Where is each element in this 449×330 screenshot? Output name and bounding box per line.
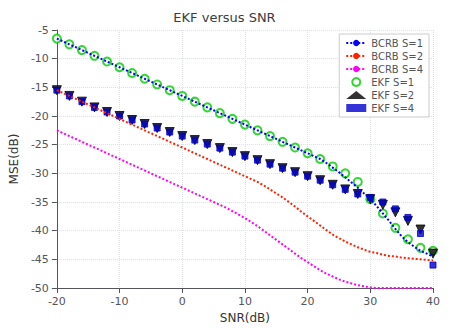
svg-text:-5: -5 bbox=[38, 24, 49, 37]
svg-text:40: 40 bbox=[426, 295, 440, 308]
svg-text:-10: -10 bbox=[111, 295, 129, 308]
svg-text:10: 10 bbox=[238, 295, 252, 308]
svg-text:EKF S=4: EKF S=4 bbox=[371, 103, 414, 114]
svg-text:BCRB S=2: BCRB S=2 bbox=[371, 51, 423, 62]
svg-text:0: 0 bbox=[179, 295, 186, 308]
svg-text:-20: -20 bbox=[31, 110, 49, 123]
svg-text:-25: -25 bbox=[31, 138, 49, 151]
svg-text:-40: -40 bbox=[31, 224, 49, 237]
svg-text:20: 20 bbox=[301, 295, 315, 308]
svg-text:BCRB S=4: BCRB S=4 bbox=[371, 64, 423, 75]
svg-text:EKF S=2: EKF S=2 bbox=[371, 90, 414, 101]
svg-text:SNR(dB): SNR(dB) bbox=[220, 311, 270, 325]
svg-text:EKF S=1: EKF S=1 bbox=[371, 77, 414, 88]
svg-text:-45: -45 bbox=[31, 253, 49, 266]
svg-text:MSE(dB): MSE(dB) bbox=[7, 134, 21, 185]
svg-text:-10: -10 bbox=[31, 52, 49, 65]
svg-text:EKF versus SNR: EKF versus SNR bbox=[173, 10, 275, 25]
svg-text:BCRB S=1: BCRB S=1 bbox=[371, 38, 423, 49]
svg-text:-20: -20 bbox=[48, 295, 66, 308]
svg-text:-35: -35 bbox=[31, 196, 49, 209]
svg-text:30: 30 bbox=[363, 295, 377, 308]
svg-text:-30: -30 bbox=[31, 167, 49, 180]
svg-text:-15: -15 bbox=[31, 81, 49, 94]
svg-text:-50: -50 bbox=[31, 282, 49, 295]
